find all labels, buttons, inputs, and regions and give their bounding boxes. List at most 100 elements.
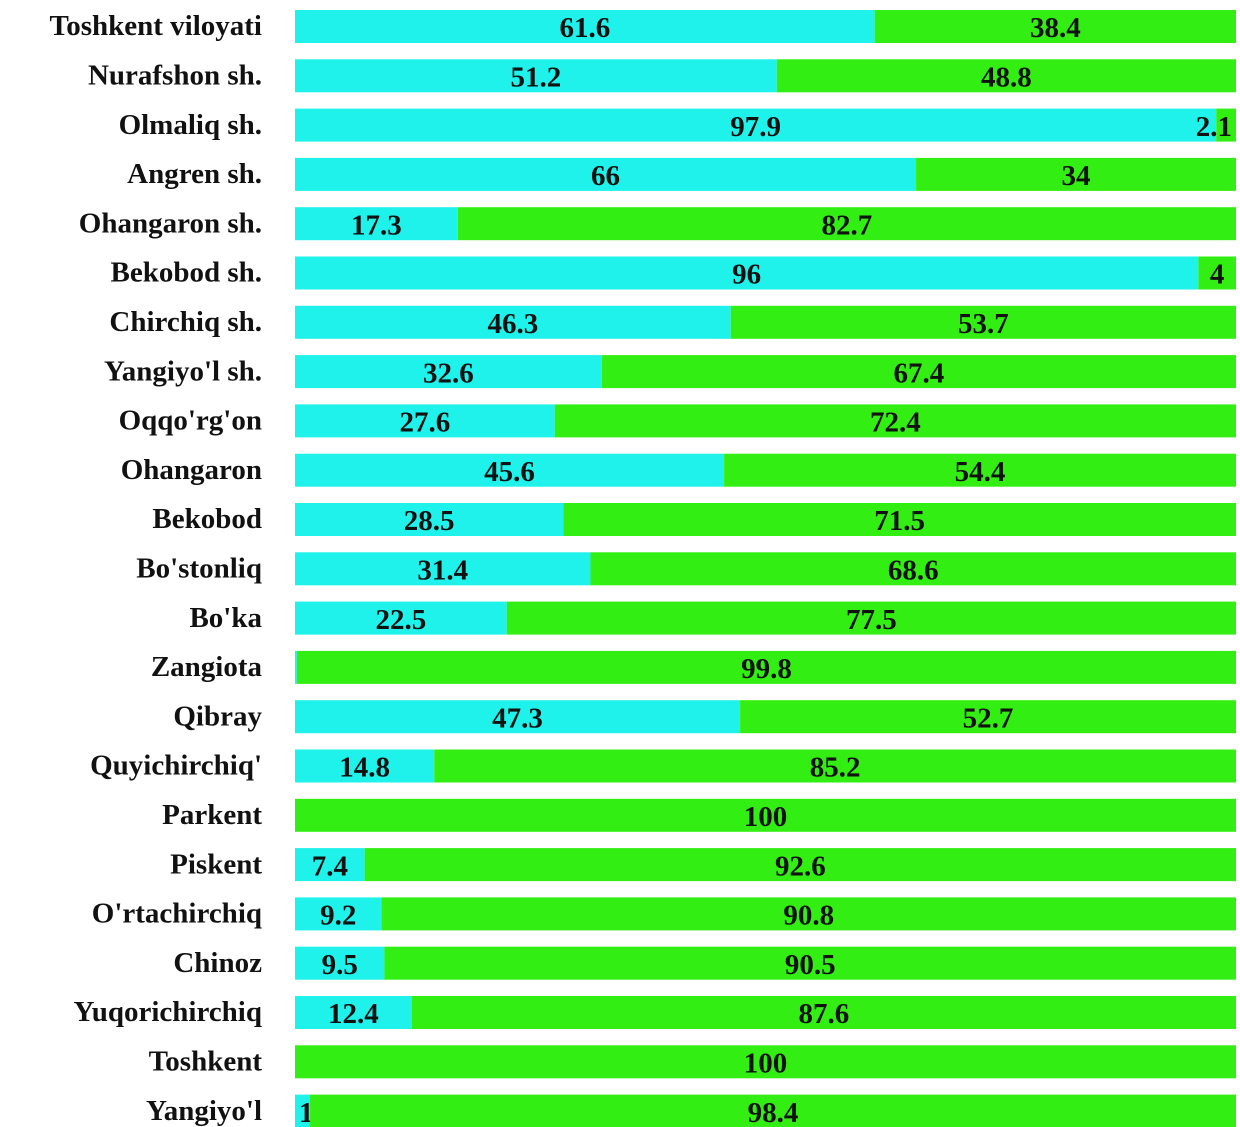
y-tick-label: Yuqorichirchiq: [73, 996, 262, 1028]
y-tick-label: Angren sh.: [127, 158, 262, 190]
bar-segment: [295, 650, 297, 684]
data-label: 4: [1210, 259, 1225, 291]
data-label: 66: [591, 160, 620, 192]
data-label: 27.6: [399, 407, 450, 439]
y-tick-label: Toshkent: [149, 1045, 263, 1077]
data-label: 7.4: [312, 850, 348, 882]
data-label: 2.1: [1196, 111, 1232, 143]
bar-segment: [295, 256, 1199, 290]
data-label: 100: [744, 801, 788, 833]
bar-segment: [295, 59, 777, 93]
y-tick-label: O'rtachirchiq: [92, 898, 262, 930]
bar-segment: [295, 1094, 311, 1127]
data-label: 31.4: [417, 554, 468, 586]
y-tick-label: Ohangaron sh.: [79, 207, 262, 239]
bar-segment: [296, 650, 1237, 684]
data-label: 54.4: [955, 456, 1006, 488]
y-tick-label: Yangiyo'l sh.: [104, 355, 262, 387]
bar-segment: [563, 503, 1236, 536]
bar-segment: [295, 355, 602, 389]
y-tick-label: Bekobod: [152, 503, 262, 535]
bar-segment: [874, 10, 1236, 43]
bar-segment: [457, 207, 1237, 241]
bar-segment: [506, 601, 1237, 635]
bar-segment: [295, 897, 382, 931]
data-label: 47.3: [492, 702, 543, 734]
y-tick-label: Zangiota: [151, 651, 263, 683]
data-label: 53.7: [958, 308, 1009, 340]
data-label: 82.7: [822, 209, 873, 241]
y-tick-label: Bo'stonliq: [136, 552, 262, 584]
bar-segment: [295, 601, 507, 635]
y-tick-label: Olmaliq sh.: [119, 109, 262, 141]
bar-segment: [295, 404, 555, 438]
bar-segment: [384, 946, 1236, 980]
y-tick-label: Nurafshon sh.: [88, 59, 262, 91]
y-tick-label: Piskent: [170, 848, 262, 880]
data-label: 85.2: [810, 752, 861, 784]
data-label: 71.5: [874, 505, 925, 537]
data-label: 28.5: [404, 505, 455, 537]
data-label: 17.3: [351, 209, 402, 241]
data-label: 32.6: [423, 357, 474, 389]
data-label: 96: [732, 259, 761, 291]
y-tick-label: Ohangaron: [121, 454, 262, 486]
data-label: 51.2: [511, 61, 562, 93]
bar-segment: [1198, 256, 1236, 290]
data-label: 87.6: [798, 998, 849, 1030]
data-label: 98.4: [748, 1097, 799, 1127]
bar-segment: [295, 305, 731, 339]
data-label: 97.9: [730, 111, 781, 143]
data-label: 46.3: [487, 308, 538, 340]
y-tick-label: Bo'ka: [189, 602, 262, 634]
bar-segment: [1216, 108, 1236, 142]
data-label: 99.8: [741, 653, 792, 685]
bar-segment: [295, 749, 435, 783]
bar-segment: [310, 1094, 1236, 1127]
bar-segment: [364, 848, 1236, 882]
bar-segment: [554, 404, 1236, 438]
bar-segment: [724, 453, 1236, 487]
y-tick-label: Bekobod sh.: [110, 257, 262, 289]
bar-segment: [295, 848, 365, 882]
data-label: 100: [744, 1047, 788, 1079]
bar-segment: [295, 108, 1217, 142]
bar-segment: [916, 157, 1236, 191]
bar-segment: [295, 798, 1236, 832]
data-label: 52.7: [963, 702, 1014, 734]
data-label: 45.6: [484, 456, 535, 488]
y-tick-label: Yangiyo'l: [146, 1095, 262, 1127]
data-label: 68.6: [888, 554, 939, 586]
bar-segment: [740, 700, 1236, 734]
y-tick-label: Chinoz: [173, 947, 262, 979]
data-label: 72.4: [870, 407, 921, 439]
data-label: 22.5: [375, 604, 426, 636]
bar-segment: [295, 1045, 1236, 1079]
y-tick-label: Quyichirchiq': [90, 750, 262, 782]
data-label: 67.4: [894, 357, 945, 389]
data-label: 38.4: [1030, 12, 1081, 44]
bar-segment: [295, 996, 412, 1029]
y-tick-label: Chirchiq sh.: [109, 306, 262, 338]
y-tick-label: Oqqo'rg'on: [119, 405, 262, 437]
bar-segment: [295, 453, 725, 487]
data-label: 14.8: [339, 752, 390, 784]
bar-segment: [295, 157, 917, 191]
bar-segment: [411, 996, 1237, 1029]
data-label: 9.5: [322, 949, 358, 981]
bar-segment: [776, 59, 1236, 93]
bar-segment: [295, 946, 385, 980]
bar-segment: [295, 10, 875, 43]
y-tick-label: Qibray: [173, 700, 262, 732]
data-label: 77.5: [846, 604, 897, 636]
data-label: 48.8: [981, 61, 1032, 93]
bar-segment: [295, 207, 458, 241]
bar-segment: [381, 897, 1236, 931]
bar-segment: [730, 305, 1236, 339]
data-label: 90.8: [783, 900, 834, 932]
data-label: 9.2: [320, 900, 356, 932]
bar-segment: [295, 700, 741, 734]
bar-segment: [295, 503, 564, 536]
data-label: 90.5: [785, 949, 836, 981]
